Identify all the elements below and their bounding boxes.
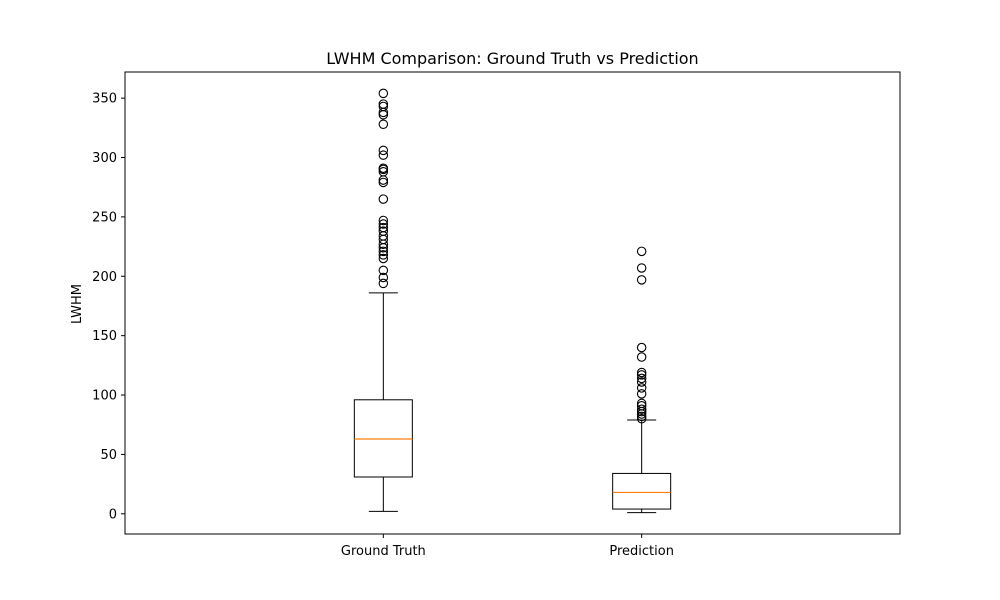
outlier-point	[636, 367, 647, 378]
outlier-point	[378, 167, 389, 177]
y-tick-label: 100	[92, 389, 117, 404]
outlier-point	[378, 222, 389, 233]
outlier-point	[636, 398, 647, 409]
outlier-point	[378, 163, 389, 173]
outlier-point	[378, 88, 389, 99]
outlier-point	[636, 352, 647, 362]
outlier-point	[636, 414, 647, 424]
outlier-point	[378, 226, 389, 236]
y-tick-label: 300	[92, 151, 117, 166]
box-series-prediction	[612, 246, 672, 514]
outlier-point	[378, 272, 389, 283]
outlier-point	[378, 150, 389, 160]
y-axis-ticks: 0 50 100 150 200 250 300 350	[92, 92, 125, 522]
y-axis-label: LWHM	[70, 284, 85, 324]
x-axis-ticks: Ground Truth Prediction	[341, 534, 674, 559]
outlier-point	[378, 119, 389, 130]
outlier-point	[636, 373, 647, 384]
chart-title: LWHM Comparison: Ground Truth vs Predict…	[326, 49, 698, 68]
outlier-point	[636, 246, 647, 257]
iqr-box	[612, 472, 672, 510]
outlier-point	[378, 250, 389, 260]
box-series-group	[353, 88, 672, 514]
outlier-point	[378, 177, 389, 188]
box-series-ground-truth	[353, 88, 413, 512]
y-tick-label: 350	[92, 92, 117, 107]
outlier-point	[378, 246, 389, 257]
outlier-point	[378, 194, 389, 204]
outlier-point	[636, 389, 647, 399]
outlier-point	[636, 370, 647, 380]
outlier-point	[378, 101, 389, 112]
x-tick-label: Ground Truth	[341, 544, 426, 559]
x-tick-label: Prediction	[609, 544, 674, 559]
outlier-point	[378, 215, 389, 226]
y-tick-label: 250	[92, 210, 117, 225]
outlier-point	[636, 263, 647, 273]
outlier-point	[378, 145, 389, 156]
outlier-point	[378, 219, 389, 229]
y-tick-label: 50	[100, 448, 117, 463]
outlier-point	[636, 342, 647, 353]
outlier-point	[378, 253, 389, 264]
y-tick-label: 200	[92, 270, 117, 285]
outlier-point	[636, 275, 647, 285]
outlier-point	[636, 377, 647, 387]
outlier-point	[378, 99, 389, 109]
outlier-point	[636, 383, 647, 393]
outlier-point	[636, 400, 647, 411]
outlier-point	[378, 278, 389, 289]
plot-frame	[124, 71, 901, 535]
outlier-point	[636, 404, 647, 415]
y-tick-label: 0	[109, 507, 117, 522]
outlier-point	[378, 265, 389, 276]
outlier-point	[636, 411, 647, 422]
y-tick-label: 150	[92, 329, 117, 344]
